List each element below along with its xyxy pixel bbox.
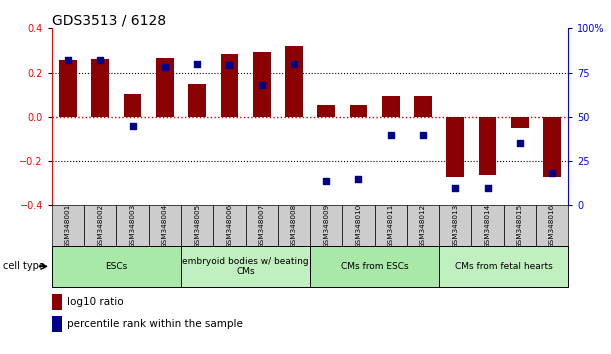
Bar — [59, 61, 77, 117]
Bar — [414, 96, 432, 117]
Bar — [156, 58, 174, 117]
Bar — [52, 205, 84, 246]
Bar — [52, 316, 62, 332]
Bar — [407, 205, 439, 246]
Text: GSM348006: GSM348006 — [227, 204, 232, 248]
Text: GSM348013: GSM348013 — [452, 204, 458, 248]
Bar — [148, 205, 181, 246]
Bar — [310, 246, 439, 287]
Text: GSM348015: GSM348015 — [517, 204, 523, 248]
Point — [321, 178, 331, 183]
Text: ESCs: ESCs — [105, 262, 128, 271]
Bar — [278, 205, 310, 246]
Bar — [181, 205, 213, 246]
Bar — [503, 205, 536, 246]
Bar — [478, 117, 496, 176]
Bar — [84, 205, 117, 246]
Point — [289, 61, 299, 67]
Point — [63, 57, 73, 63]
Bar — [285, 46, 303, 117]
Bar — [117, 205, 148, 246]
Bar — [439, 205, 472, 246]
Point — [515, 141, 525, 146]
Point — [386, 132, 396, 137]
Bar — [221, 54, 238, 117]
Text: GSM348016: GSM348016 — [549, 204, 555, 248]
Bar — [472, 205, 503, 246]
Bar — [310, 205, 342, 246]
Point — [95, 57, 105, 63]
Text: GSM348010: GSM348010 — [356, 204, 362, 248]
Point — [354, 176, 364, 182]
Point — [483, 185, 492, 190]
Bar — [447, 117, 464, 177]
Bar — [342, 205, 375, 246]
Point — [418, 132, 428, 137]
Bar — [439, 246, 568, 287]
Text: GSM348009: GSM348009 — [323, 204, 329, 248]
Point — [160, 64, 170, 70]
Bar — [52, 246, 181, 287]
Text: percentile rank within the sample: percentile rank within the sample — [67, 319, 243, 329]
Bar — [246, 205, 278, 246]
Point — [547, 171, 557, 176]
Bar — [181, 246, 310, 287]
Bar — [382, 96, 400, 117]
Text: GSM348008: GSM348008 — [291, 204, 297, 248]
Bar — [253, 52, 271, 117]
Point — [192, 61, 202, 67]
Bar — [92, 59, 109, 117]
Bar — [213, 205, 246, 246]
Bar — [536, 205, 568, 246]
Bar — [188, 84, 206, 117]
Text: GSM348007: GSM348007 — [258, 204, 265, 248]
Text: GSM348012: GSM348012 — [420, 204, 426, 248]
Bar — [543, 117, 561, 177]
Text: GSM348014: GSM348014 — [485, 204, 491, 248]
Bar — [511, 117, 529, 128]
Point — [450, 185, 460, 190]
Text: GSM348003: GSM348003 — [130, 204, 136, 248]
Text: CMs from ESCs: CMs from ESCs — [341, 262, 408, 271]
Text: CMs from fetal hearts: CMs from fetal hearts — [455, 262, 552, 271]
Bar — [375, 205, 407, 246]
Point — [257, 82, 266, 88]
Bar — [52, 293, 62, 310]
Text: log10 ratio: log10 ratio — [67, 297, 124, 307]
Bar — [124, 93, 142, 117]
Text: GDS3513 / 6128: GDS3513 / 6128 — [52, 13, 166, 27]
Text: GSM348004: GSM348004 — [162, 204, 168, 248]
Text: GSM348001: GSM348001 — [65, 204, 71, 248]
Text: GSM348011: GSM348011 — [388, 204, 393, 248]
Point — [224, 63, 234, 68]
Point — [128, 123, 137, 129]
Bar — [349, 105, 367, 117]
Text: embryoid bodies w/ beating
CMs: embryoid bodies w/ beating CMs — [182, 257, 309, 276]
Text: GSM348005: GSM348005 — [194, 204, 200, 248]
Text: cell type: cell type — [2, 261, 45, 272]
Text: GSM348002: GSM348002 — [97, 204, 103, 248]
Bar — [317, 105, 335, 117]
